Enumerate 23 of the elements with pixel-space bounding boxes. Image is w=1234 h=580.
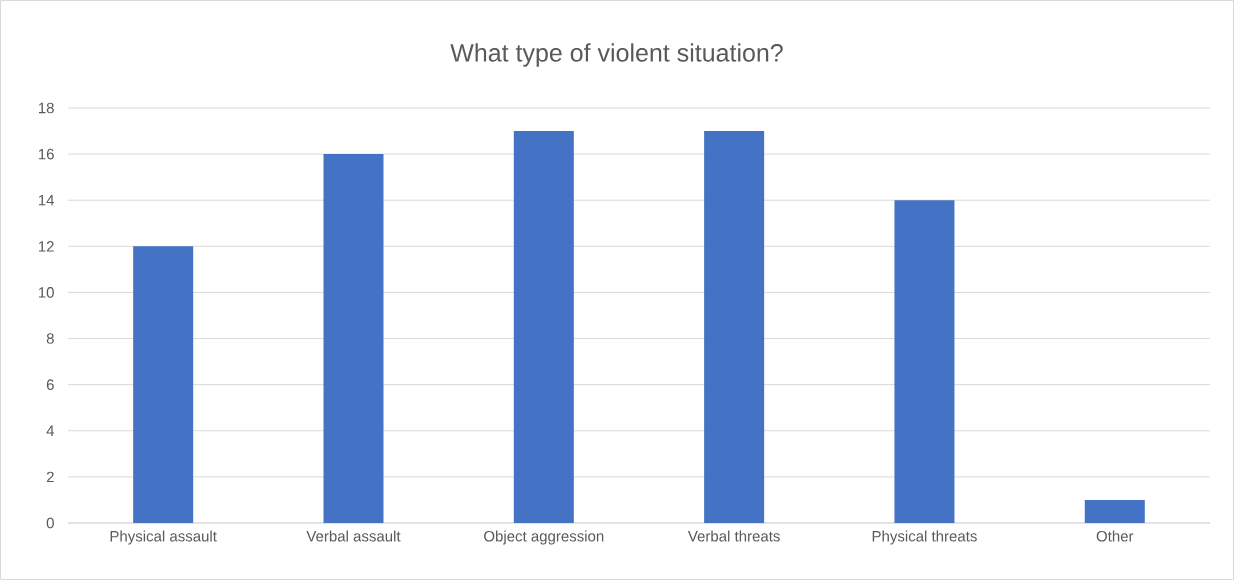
y-tick-label: 6 (46, 379, 54, 390)
bar (323, 154, 384, 523)
x-tick-label: Physical threats (872, 530, 977, 545)
bar (513, 131, 574, 523)
x-tick-label: Physical assault (110, 530, 217, 545)
y-tick-label: 18 (38, 102, 54, 114)
bar (704, 131, 765, 523)
bar (133, 246, 194, 523)
x-tick-label: Verbal assault (306, 530, 401, 542)
bar (1084, 499, 1145, 523)
y-tick-label: 2 (46, 471, 54, 483)
y-tick-label: 8 (46, 333, 54, 344)
y-tick-label: 0 (46, 517, 54, 529)
x-tick-label: Other (1096, 530, 1134, 542)
bar (894, 200, 955, 523)
x-tick-label: Verbal threats (687, 530, 780, 542)
y-tick-label: 10 (38, 287, 54, 298)
y-tick-label: 16 (38, 148, 54, 160)
y-tick-label: 4 (46, 425, 55, 436)
chart-title: What type of violent situation? (450, 43, 783, 67)
y-tick-label: 12 (38, 241, 54, 252)
y-tick-label: 14 (38, 195, 55, 206)
x-tick-label: Object aggression (484, 530, 604, 545)
